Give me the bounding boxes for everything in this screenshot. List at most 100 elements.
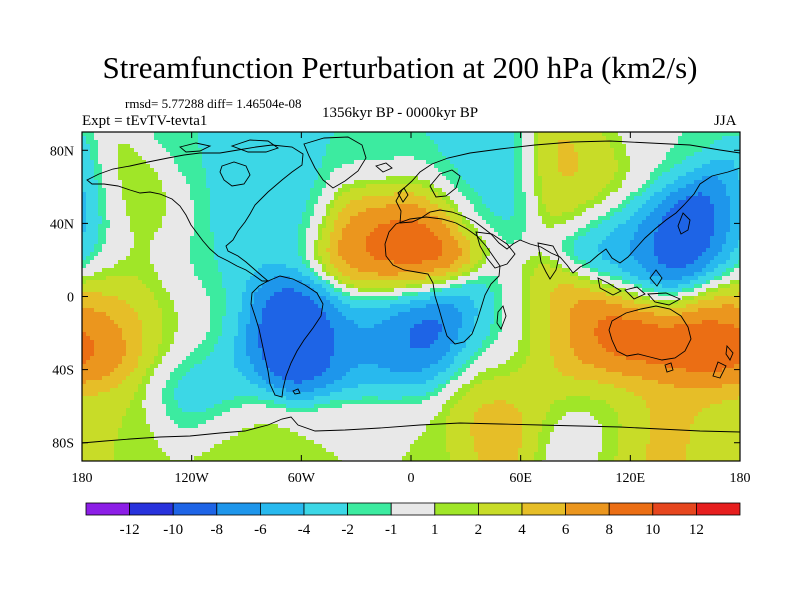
field-cell bbox=[498, 148, 503, 153]
field-cell bbox=[670, 132, 675, 137]
field-cell bbox=[342, 224, 347, 229]
field-cell bbox=[158, 184, 163, 189]
field-cell bbox=[610, 132, 615, 137]
field-cell bbox=[94, 236, 99, 241]
field-cell bbox=[726, 212, 731, 217]
field-cell bbox=[138, 224, 143, 229]
field-cell bbox=[698, 144, 703, 149]
field-cell bbox=[270, 176, 275, 181]
field-cell bbox=[266, 244, 271, 249]
field-cell bbox=[730, 200, 735, 205]
field-cell bbox=[366, 248, 371, 253]
field-cell bbox=[530, 168, 535, 173]
field-cell bbox=[474, 172, 479, 177]
field-cell bbox=[226, 148, 231, 153]
field-cell bbox=[618, 168, 623, 173]
field-cell bbox=[194, 192, 199, 197]
field-cell bbox=[374, 200, 379, 205]
field-cell bbox=[510, 220, 515, 225]
field-cell bbox=[598, 200, 603, 205]
field-cell bbox=[354, 144, 359, 149]
field-cell bbox=[606, 228, 611, 233]
field-cell bbox=[558, 172, 563, 177]
field-cell bbox=[226, 212, 231, 217]
field-cell bbox=[178, 132, 183, 137]
field-cell bbox=[726, 156, 731, 161]
field-cell bbox=[534, 220, 539, 225]
field-cell bbox=[602, 148, 607, 153]
field-cell bbox=[358, 212, 363, 217]
field-cell bbox=[258, 140, 263, 145]
field-cell bbox=[530, 224, 535, 229]
field-cell bbox=[694, 172, 699, 177]
field-cell bbox=[466, 236, 471, 241]
field-cell bbox=[730, 204, 735, 209]
field-cell bbox=[726, 192, 731, 197]
field-cell bbox=[362, 204, 367, 209]
field-cell bbox=[546, 220, 551, 225]
field-cell bbox=[130, 196, 135, 201]
field-cell bbox=[266, 184, 271, 189]
field-cell bbox=[362, 164, 367, 169]
field-cell bbox=[422, 188, 427, 193]
field-cell bbox=[594, 148, 599, 153]
field-cell bbox=[682, 200, 687, 205]
field-cell bbox=[254, 228, 259, 233]
field-cell bbox=[314, 240, 319, 245]
field-cell bbox=[498, 244, 503, 249]
field-cell bbox=[494, 232, 499, 237]
field-cell bbox=[366, 188, 371, 193]
field-cell bbox=[714, 136, 719, 141]
field-cell bbox=[730, 236, 735, 241]
field-cell bbox=[214, 144, 219, 149]
field-cell bbox=[702, 220, 707, 225]
field-cell bbox=[366, 216, 371, 221]
field-cell bbox=[622, 200, 627, 205]
field-cell bbox=[326, 240, 331, 245]
field-cell bbox=[386, 240, 391, 245]
field-cell bbox=[542, 208, 547, 213]
field-cell bbox=[450, 144, 455, 149]
field-cell bbox=[222, 212, 227, 217]
field-cell bbox=[114, 148, 119, 153]
field-cell bbox=[206, 192, 211, 197]
field-cell bbox=[658, 148, 663, 153]
field-cell bbox=[346, 208, 351, 213]
field-cell bbox=[578, 192, 583, 197]
field-cell bbox=[206, 228, 211, 233]
field-cell bbox=[310, 200, 315, 205]
field-cell bbox=[426, 152, 431, 157]
field-cell bbox=[250, 188, 255, 193]
field-cell bbox=[410, 188, 415, 193]
field-cell bbox=[586, 176, 591, 181]
field-cell bbox=[450, 172, 455, 177]
field-cell bbox=[630, 168, 635, 173]
field-cell bbox=[454, 248, 459, 253]
field-cell bbox=[158, 216, 163, 221]
field-cell bbox=[586, 232, 591, 237]
field-cell bbox=[714, 168, 719, 173]
field-cell bbox=[674, 184, 679, 189]
field-cell bbox=[438, 132, 443, 137]
field-cell bbox=[566, 172, 571, 177]
field-cell bbox=[598, 208, 603, 213]
field-cell bbox=[230, 192, 235, 197]
field-cell bbox=[138, 140, 143, 145]
field-cell bbox=[630, 228, 635, 233]
field-cell bbox=[298, 148, 303, 153]
field-cell bbox=[490, 220, 495, 225]
field-cell bbox=[686, 240, 691, 245]
field-cell bbox=[490, 216, 495, 221]
field-cell bbox=[214, 236, 219, 241]
field-cell bbox=[614, 204, 619, 209]
field-cell bbox=[102, 188, 107, 193]
field-cell bbox=[502, 216, 507, 221]
field-cell bbox=[646, 188, 651, 193]
field-cell bbox=[106, 208, 111, 213]
field-cell bbox=[702, 200, 707, 205]
field-cell bbox=[662, 184, 667, 189]
field-cell bbox=[578, 212, 583, 217]
field-cell bbox=[666, 140, 671, 145]
field-cell bbox=[690, 148, 695, 153]
field-cell bbox=[590, 184, 595, 189]
